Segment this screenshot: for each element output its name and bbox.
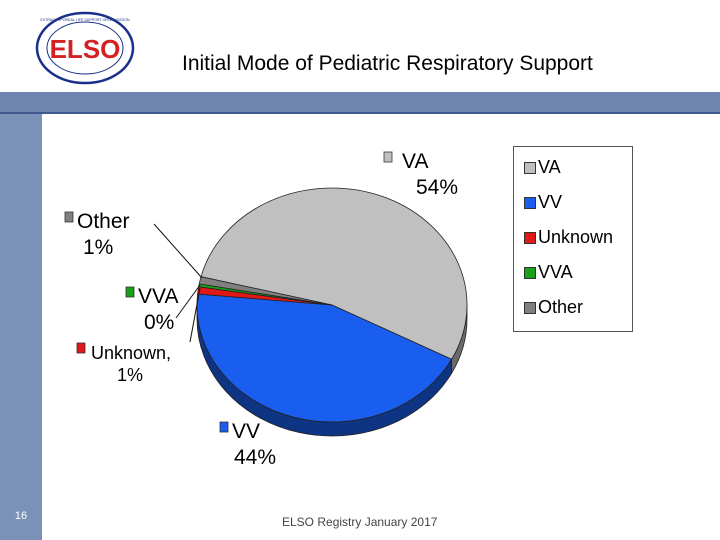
pie-slice-va (200, 187, 468, 360)
leader-line-unknown (189, 287, 201, 343)
legend-label-vv: VV (538, 192, 563, 212)
data-label-key-vv (219, 421, 229, 433)
logo-wordmark: ELSO (50, 34, 121, 64)
leader-line-vva (175, 284, 201, 319)
legend-label-unknown: Unknown (538, 227, 614, 247)
legend-label-other: Other (538, 297, 584, 317)
data-label-unknown: Unknown, 1% (91, 343, 171, 385)
sidebar-bar (0, 92, 42, 540)
leader-line-other (153, 223, 203, 279)
legend-swatch-va (524, 162, 536, 174)
legend-label-va: VA (538, 157, 561, 177)
header-band (0, 92, 720, 112)
pie-slice-vv (196, 293, 453, 423)
legend-swatch-unknown (524, 232, 536, 244)
data-label-va: VA 54% (402, 150, 458, 199)
data-label-key-other (64, 211, 74, 223)
footer-source: ELSO Registry January 2017 (282, 515, 438, 529)
data-label-vva: VVA 0% (138, 285, 178, 334)
legend-swatch-vva (524, 267, 536, 279)
slide-title: Initial Mode of Pediatric Respiratory Su… (182, 52, 593, 75)
logo-ring-text: EXTRACORPOREAL LIFE SUPPORT ORGANIZATION (40, 18, 130, 22)
legend-swatch-other (524, 302, 536, 314)
data-label-key-vva (125, 286, 135, 298)
legend-swatch-vv (524, 197, 536, 209)
header-divider (0, 112, 720, 114)
elso-logo: ELSO EXTRACORPOREAL LIFE SUPPORT ORGANIZ… (35, 11, 135, 85)
data-label-vv: VV 44% (232, 420, 276, 469)
legend-label-vva: VVA (538, 262, 573, 282)
slide-number: 16 (14, 510, 28, 522)
data-label-key-va (383, 151, 393, 163)
data-label-key-unknown (76, 342, 86, 354)
data-label-other: Other 1% (77, 210, 130, 259)
chart-legend: VA VV Unknown VVA Other (513, 146, 633, 332)
